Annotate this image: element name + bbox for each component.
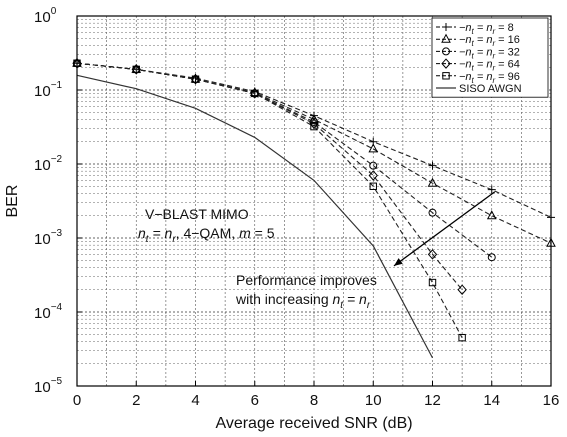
data-point (309, 118, 319, 129)
trend-arrowhead (393, 258, 403, 266)
series-6 (76, 74, 434, 359)
x-tick-label: 16 (543, 392, 560, 409)
system-params: nt = nr, 4−QAM, m = 5 (138, 225, 275, 245)
x-tick-label: 12 (424, 392, 441, 409)
y-tick-label: 10−4 (34, 302, 63, 322)
data-point (249, 87, 260, 97)
legend-label: SISO AWGN (459, 83, 522, 95)
data-point (457, 284, 467, 295)
trend-arrow (393, 191, 496, 267)
data-point (191, 75, 200, 83)
data-point (486, 210, 497, 220)
y-tick-label: 10−2 (34, 154, 63, 174)
data-point (428, 161, 437, 170)
trend-line-2: with increasing nt = nr (235, 291, 371, 311)
system-title: V−BLAST MIMO (145, 206, 249, 222)
data-point (368, 143, 379, 153)
x-tick-label: 2 (132, 392, 140, 409)
series-2 (72, 57, 556, 247)
legend-label: −nt = nr = 64 (459, 59, 520, 73)
system-annotation: V−BLAST MIMO nt = nr, 4−QAM, m = 5 (138, 206, 275, 245)
data-point (369, 161, 378, 170)
data-point (250, 88, 260, 99)
legend-label: −nt = nr = 96 (459, 71, 520, 85)
series-line (76, 62, 463, 338)
x-tick-label: 10 (365, 392, 382, 409)
y-tick-label: 10−3 (34, 228, 63, 248)
data-point (458, 333, 466, 342)
legend-marker (442, 72, 450, 80)
axis-ticks: 0 2 4 6 8 10 12 14 16 100 10−1 10−2 10−3 10−4 10−5 (34, 6, 559, 409)
x-tick-label: 6 (251, 392, 259, 409)
x-tick-label: 4 (191, 392, 199, 409)
data-point (131, 64, 141, 75)
series-line (76, 62, 552, 244)
x-axis-label: Average received SNR (dB) (215, 415, 412, 432)
series-group (72, 57, 556, 359)
trend-line-1: Performance improves (236, 272, 377, 288)
series-4 (72, 57, 467, 295)
series-line (76, 74, 434, 359)
legend-marker (441, 58, 451, 69)
data-point (190, 73, 201, 85)
series-line (76, 62, 463, 291)
legend-label: −nt = nr = 16 (459, 34, 520, 48)
data-point (428, 208, 437, 217)
series-5 (73, 59, 466, 342)
data-point (428, 278, 437, 287)
legend-label: −nt = nr = 8 (459, 22, 514, 36)
data-point (427, 249, 438, 260)
x-tick-label: 14 (483, 392, 500, 409)
legend-marker (442, 23, 450, 31)
legend-item: −nt = nr = 64 (436, 58, 520, 73)
data-point (487, 253, 496, 262)
data-point (251, 89, 259, 98)
x-tick-label: 8 (310, 392, 318, 409)
data-point (369, 182, 377, 190)
data-point (368, 170, 378, 181)
data-point (427, 177, 438, 187)
legend: −nt = nr = 8−nt = nr = 16−nt = nr = 32−n… (431, 17, 549, 98)
legend-item: −nt = nr = 16 (436, 33, 520, 48)
data-point (487, 185, 496, 194)
legend-item: SISO AWGN (436, 83, 522, 95)
legend-box (431, 17, 549, 98)
legend-marker (442, 47, 450, 56)
y-axis-label: BER (4, 185, 21, 218)
trend-annotation: Performance improves with increasing nt =… (235, 191, 496, 311)
legend-item: −nt = nr = 32 (436, 46, 520, 60)
legend-item: −nt = nr = 8 (436, 22, 514, 36)
legend-item: −nt = nr = 96 (436, 71, 520, 85)
y-tick-label: 10−1 (34, 80, 63, 100)
legend-label: −nt = nr = 32 (459, 46, 520, 60)
y-tick-label: 10−5 (34, 376, 63, 396)
y-tick-label: 100 (34, 6, 57, 26)
data-point (132, 65, 140, 74)
data-point (310, 122, 318, 131)
legend-marker (441, 33, 451, 43)
x-tick-label: 0 (73, 392, 81, 409)
